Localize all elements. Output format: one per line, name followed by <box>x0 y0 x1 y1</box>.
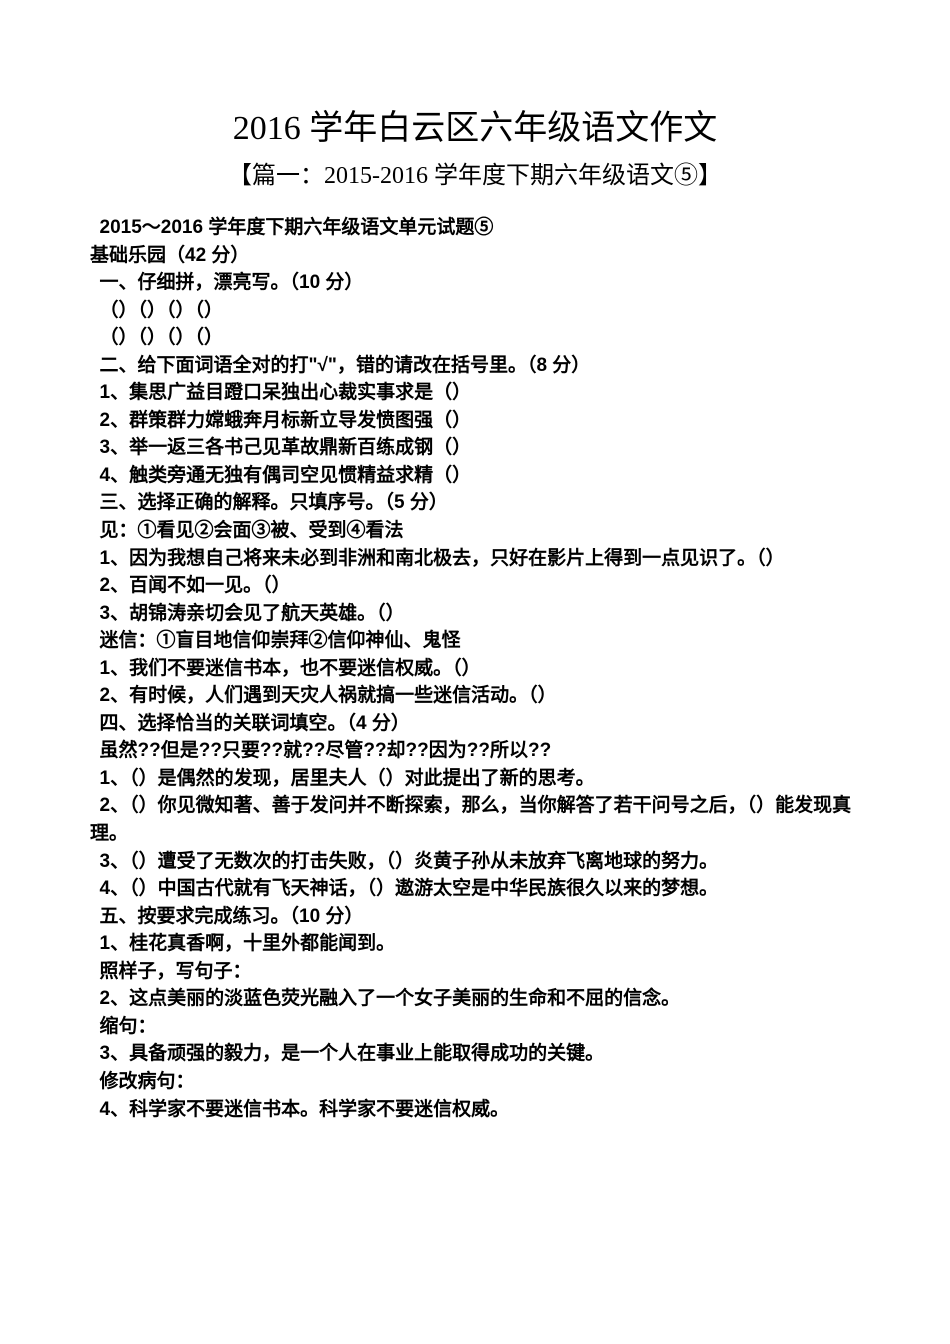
content-line: 2、有时候，人们遇到天灾人祸就搞一些迷信活动。（） <box>90 682 860 710</box>
content-line: 基础乐园（42 分） <box>90 242 860 270</box>
content-line: 2015～2016 学年度下期六年级语文单元试题⑤ <box>90 214 860 242</box>
content-line: （）（）（）（） <box>90 324 860 352</box>
content-line: 3、举一返三各书己见革故鼎新百练成钢（） <box>90 434 860 462</box>
content-line: （）（）（）（） <box>90 297 860 325</box>
content-line: 修改病句： <box>90 1068 860 1096</box>
content-line: 1、（）是偶然的发现，居里夫人（）对此提出了新的思考。 <box>90 765 860 793</box>
content-line: 4、科学家不要迷信书本。科学家不要迷信权威。 <box>90 1096 860 1124</box>
content-line: 3、（）遭受了无数次的打击失败，（）炎黄子孙从未放弃飞离地球的努力。 <box>90 848 860 876</box>
content-line: 3、具备顽强的毅力，是一个人在事业上能取得成功的关键。 <box>90 1040 860 1068</box>
content-line: 虽然??但是??只要??就??尽管??却??因为??所以?? <box>90 737 860 765</box>
content-line: 二、给下面词语全对的打"√"，错的请改在括号里。（8 分） <box>90 352 860 380</box>
content-line: 4、（）中国古代就有飞天神话，（）遨游太空是中华民族很久以来的梦想。 <box>90 875 860 903</box>
content-line: 五、按要求完成练习。（10 分） <box>90 903 860 931</box>
content-line: 三、选择正确的解释。只填序号。（5 分） <box>90 489 860 517</box>
document-content: 2015～2016 学年度下期六年级语文单元试题⑤ 基础乐园（42 分） 一、仔… <box>90 214 860 1123</box>
content-line: 2、这点美丽的淡蓝色荧光融入了一个女子美丽的生命和不屈的信念。 <box>90 985 860 1013</box>
document-subtitle: 【篇一：2015-2016 学年度下期六年级语文⑤】 <box>90 155 860 190</box>
document-title: 2016 学年白云区六年级语文作文 <box>90 100 860 149</box>
content-line: 2、群策群力嫦蛾奔月标新立导发愤图强（） <box>90 407 860 435</box>
content-line: 4、触类旁通无独有偶司空见惯精益求精（） <box>90 462 860 490</box>
content-line: 1、我们不要迷信书本，也不要迷信权威。（） <box>90 655 860 683</box>
content-line: 2、百闻不如一见。（） <box>90 572 860 600</box>
content-line: 迷信：①盲目地信仰崇拜②信仰神仙、鬼怪 <box>90 627 860 655</box>
content-line: 四、选择恰当的关联词填空。（4 分） <box>90 710 860 738</box>
content-line: 见：①看见②会面③被、受到④看法 <box>90 517 860 545</box>
content-line: 一、仔细拼，漂亮写。（10 分） <box>90 269 860 297</box>
content-line: 照样子，写句子： <box>90 958 860 986</box>
content-line: 缩句： <box>90 1013 860 1041</box>
content-line: 1、集思广益目蹬口呆独出心裁实事求是（） <box>90 379 860 407</box>
content-line: 1、桂花真香啊，十里外都能闻到。 <box>90 930 860 958</box>
content-line: 1、因为我想自己将来未必到非洲和南北极去，只好在影片上得到一点见识了。（） <box>90 545 860 573</box>
content-line: 2、（）你见微知著、善于发问并不断探索，那么，当你解答了若干问号之后，（）能发现… <box>90 792 860 847</box>
content-line: 3、胡锦涛亲切会见了航天英雄。（） <box>90 600 860 628</box>
